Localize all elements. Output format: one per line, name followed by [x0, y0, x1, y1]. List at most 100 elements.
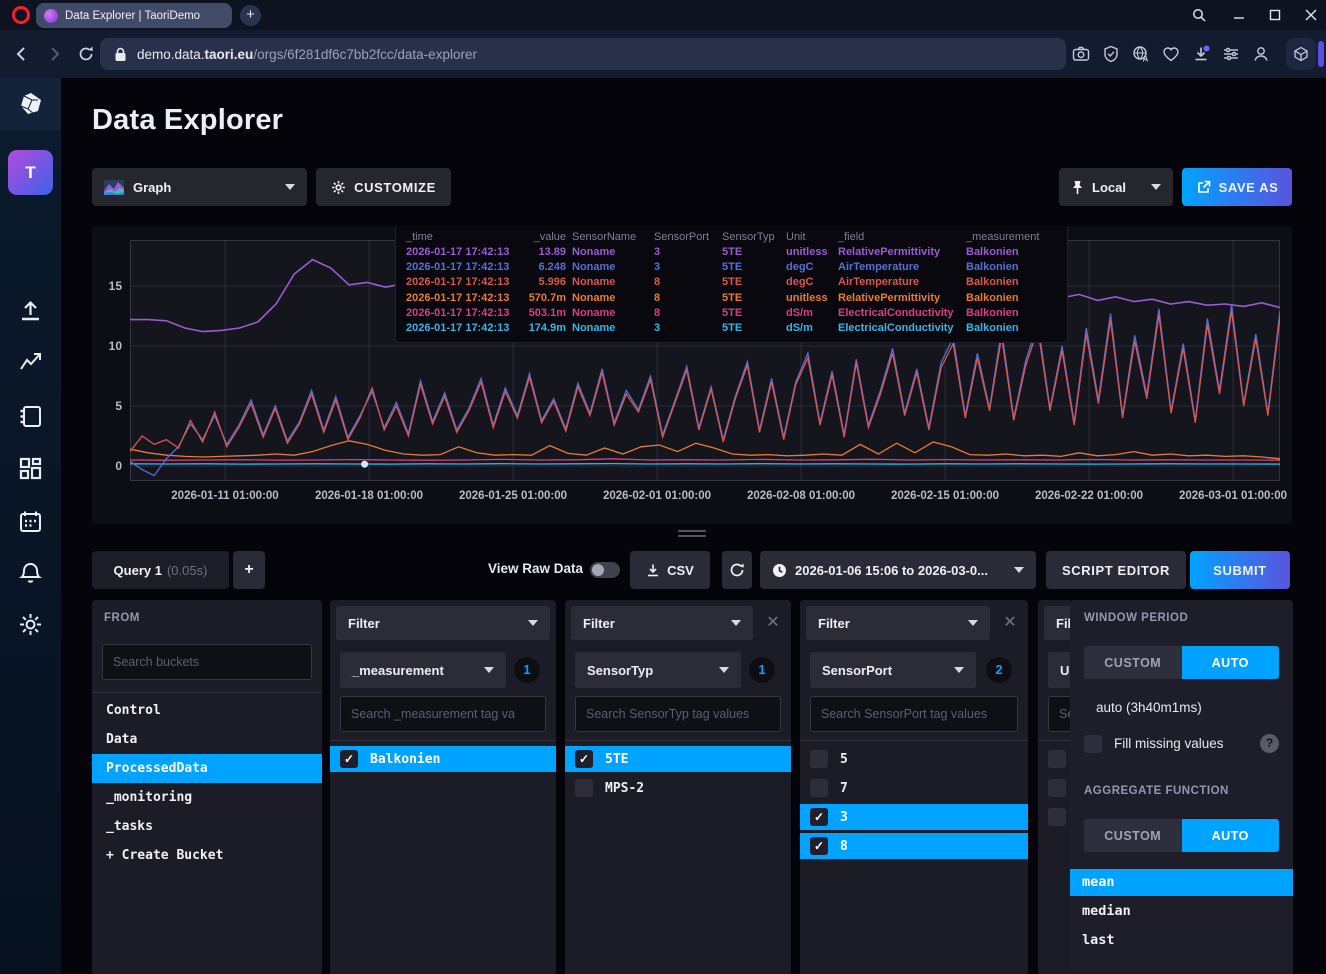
checkbox-checked[interactable]: ✓	[810, 837, 828, 855]
checkbox-unchecked[interactable]	[1048, 808, 1066, 826]
tag-value-row[interactable]	[1038, 804, 1072, 830]
csv-download-button[interactable]: CSV	[630, 551, 710, 589]
aggregate-auto-button[interactable]: AUTO	[1181, 819, 1279, 852]
bucket-item-processeddata[interactable]: ProcessedData	[92, 754, 322, 783]
tab-search-icon[interactable]	[1188, 4, 1210, 26]
divider	[1038, 740, 1072, 741]
tag-value-row-mps-2[interactable]: MPS-2	[565, 775, 791, 801]
notebooks-icon[interactable]	[17, 403, 44, 430]
aggregate-function-median[interactable]: median	[1082, 903, 1131, 919]
tag-value-search-input[interactable]	[575, 696, 781, 732]
close-filter-button[interactable]: ✕	[766, 614, 780, 631]
tasks-calendar-icon[interactable]	[17, 508, 44, 535]
url-bar[interactable]: demo.data.taori.eu/orgs/6f281df6c7bb2fcc…	[100, 38, 1066, 70]
fill-missing-values-checkbox[interactable]	[1084, 734, 1102, 753]
tag-key-dropdown[interactable]: _measurement	[340, 652, 506, 688]
checkbox-checked[interactable]: ✓	[340, 750, 358, 768]
fill-help-icon[interactable]: ?	[1260, 734, 1279, 753]
tag-value-search-input[interactable]	[340, 696, 546, 732]
timezone-dropdown[interactable]: Local	[1059, 168, 1173, 206]
window-close-button[interactable]	[1300, 4, 1322, 26]
tag-value-row-5[interactable]: 5	[800, 746, 1028, 772]
tooltip-column-header: SensorTyp	[722, 231, 775, 243]
shield-check-icon[interactable]	[1102, 45, 1120, 63]
influxdb-logo[interactable]	[0, 78, 61, 130]
time-range-dropdown[interactable]: 2026-01-06 15:06 to 2026-03-0...	[760, 551, 1036, 589]
tag-value-row-3[interactable]: ✓ 3	[800, 804, 1028, 830]
aggregate-function-mean[interactable]: mean	[1070, 869, 1293, 896]
query-tab[interactable]: Query 1 (0.05s)	[92, 551, 229, 589]
settings-gear-icon[interactable]	[17, 611, 44, 638]
close-filter-button[interactable]: ✕	[1003, 614, 1017, 631]
customize-button[interactable]: CUSTOMIZE	[316, 168, 451, 206]
favorites-heart-icon[interactable]	[1162, 45, 1180, 63]
alerts-bell-icon[interactable]	[17, 560, 44, 587]
tag-key-dropdown[interactable]: Unit	[1048, 652, 1072, 688]
tag-key-dropdown[interactable]: SensorPort	[810, 652, 976, 688]
view-type-dropdown[interactable]: Graph	[92, 168, 307, 206]
downloads-icon[interactable]	[1192, 45, 1210, 63]
tag-value-search-input[interactable]	[810, 696, 1018, 732]
resize-drag-handle[interactable]	[678, 530, 706, 538]
sidebar-toggle-pill[interactable]	[1318, 41, 1324, 67]
new-tab-button[interactable]: +	[240, 5, 261, 26]
bucket-search-input[interactable]	[102, 644, 312, 680]
profile-icon[interactable]	[1252, 45, 1270, 63]
tag-value-row-5te[interactable]: ✓ 5TE	[565, 746, 791, 772]
aggregate-custom-button[interactable]: CUSTOM	[1084, 819, 1182, 852]
checkbox-checked[interactable]: ✓	[810, 808, 828, 826]
script-editor-button[interactable]: SCRIPT EDITOR	[1046, 551, 1186, 589]
bucket-item-_monitoring[interactable]: _monitoring	[106, 790, 193, 805]
checkbox-unchecked[interactable]	[1048, 779, 1066, 797]
checkbox-unchecked[interactable]	[575, 779, 593, 797]
create-bucket-button[interactable]: + Create Bucket	[106, 848, 224, 863]
reload-button[interactable]	[76, 44, 96, 64]
tag-key-dropdown[interactable]: SensorTyp	[575, 652, 741, 688]
tag-value-row-7[interactable]: 7	[800, 775, 1028, 801]
tag-value-row-balkonien[interactable]: ✓ Balkonien	[330, 746, 556, 772]
tooltip-cell: 570.7m	[528, 291, 566, 304]
dashboards-icon[interactable]	[17, 455, 44, 482]
easy-setup-sliders-icon[interactable]	[1222, 45, 1240, 63]
aggregate-function-last[interactable]: last	[1082, 932, 1115, 948]
chevron-down-icon	[954, 667, 964, 673]
bucket-item-data[interactable]: Data	[106, 732, 138, 747]
checkbox-unchecked[interactable]	[1048, 750, 1066, 768]
filter-type-dropdown[interactable]: Filter	[571, 606, 753, 640]
submit-button[interactable]: SUBMIT	[1190, 551, 1290, 589]
filter-type-dropdown[interactable]: Filter	[806, 606, 990, 640]
translate-globe-icon[interactable]: A	[1132, 45, 1150, 63]
data-explorer-icon[interactable]	[17, 349, 44, 376]
checkbox-unchecked[interactable]	[810, 750, 828, 768]
opera-logo-icon[interactable]	[12, 6, 30, 24]
window-minimize-button[interactable]	[1228, 4, 1250, 26]
window-auto-button[interactable]: AUTO	[1181, 646, 1279, 679]
tag-value-row[interactable]	[1038, 775, 1072, 801]
save-as-button[interactable]: SAVE AS	[1182, 168, 1292, 206]
checkbox-unchecked[interactable]	[810, 779, 828, 797]
view-raw-data-toggle[interactable]	[590, 562, 620, 578]
series-electricalconductivity-port-8	[130, 458, 1280, 461]
tag-value-label: MPS-2	[605, 780, 645, 796]
org-avatar[interactable]: T	[8, 150, 53, 195]
add-query-button[interactable]: +	[233, 551, 265, 589]
back-button[interactable]	[12, 44, 32, 64]
tag-value-search-input[interactable]	[1048, 696, 1072, 732]
snapshot-camera-icon[interactable]	[1072, 45, 1090, 63]
filter-type-dropdown[interactable]: Filter	[1044, 606, 1072, 640]
clock-icon	[773, 563, 786, 577]
tooltip-cell: 174.9m	[528, 321, 566, 334]
forward-button[interactable]	[44, 44, 64, 64]
window-custom-button[interactable]: CUSTOM	[1084, 646, 1182, 679]
browser-tab[interactable]: Data Explorer | TaoriDemo	[36, 3, 232, 28]
tag-value-row[interactable]	[1038, 746, 1072, 772]
bucket-item-control[interactable]: Control	[106, 703, 161, 718]
load-data-upload-icon[interactable]	[17, 297, 44, 324]
extension-button[interactable]	[1286, 38, 1316, 70]
tag-value-row-8[interactable]: ✓ 8	[800, 833, 1028, 859]
bucket-item-_tasks[interactable]: _tasks	[106, 819, 153, 834]
filter-type-dropdown[interactable]: Filter	[336, 606, 550, 640]
window-maximize-button[interactable]	[1264, 4, 1286, 26]
refresh-button[interactable]	[722, 551, 752, 589]
checkbox-checked[interactable]: ✓	[575, 750, 593, 768]
